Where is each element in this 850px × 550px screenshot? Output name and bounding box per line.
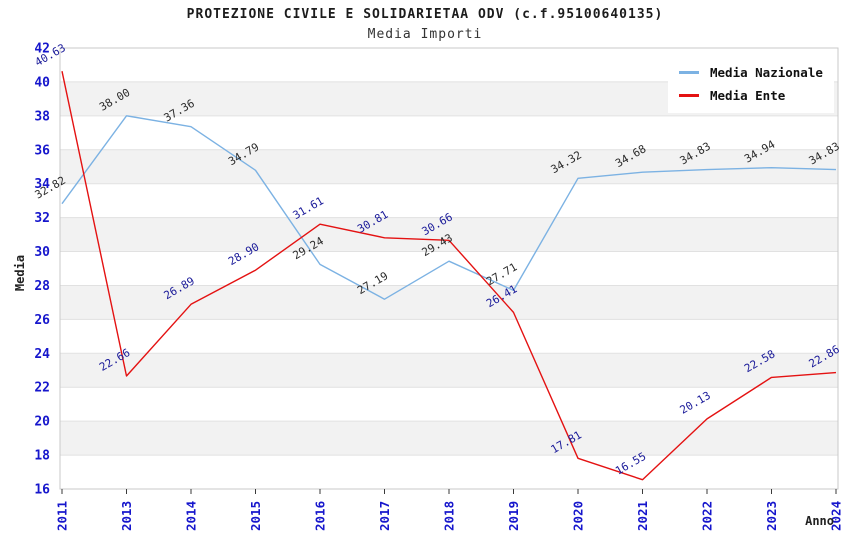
svg-text:24: 24 <box>34 347 50 362</box>
svg-text:2013: 2013 <box>119 501 134 531</box>
svg-text:18: 18 <box>34 449 50 464</box>
legend-label-media-ente: Media Ente <box>710 88 786 103</box>
svg-text:30: 30 <box>34 245 50 260</box>
svg-text:36: 36 <box>34 143 50 158</box>
chart-subtitle: Media Importi <box>367 27 483 42</box>
y-axis-title: Media <box>13 254 27 292</box>
svg-text:42: 42 <box>34 42 50 57</box>
legend-item-media-nazionale: Media Nazionale <box>679 65 823 80</box>
svg-text:2018: 2018 <box>442 501 457 531</box>
svg-text:2017: 2017 <box>377 501 392 531</box>
svg-text:2020: 2020 <box>571 501 586 531</box>
svg-text:2019: 2019 <box>506 501 521 531</box>
svg-text:26: 26 <box>34 313 50 328</box>
svg-text:2011: 2011 <box>55 501 70 531</box>
svg-text:28: 28 <box>34 279 50 294</box>
legend-item-media-ente: Media Ente <box>679 88 823 103</box>
svg-text:20.13: 20.13 <box>678 389 713 417</box>
svg-text:2024: 2024 <box>829 501 844 531</box>
svg-text:2022: 2022 <box>700 501 715 531</box>
svg-text:27.71: 27.71 <box>484 260 519 288</box>
media-ente-line-swatch <box>679 94 699 97</box>
chart-title: PROTEZIONE CIVILE E SOLIDARIETAA ODV (c.… <box>186 7 664 22</box>
svg-text:16: 16 <box>34 483 50 498</box>
x-axis-title: Anno <box>805 514 834 528</box>
svg-text:38: 38 <box>34 109 50 124</box>
svg-text:2016: 2016 <box>313 501 328 531</box>
legend-label-media-nazionale: Media Nazionale <box>710 65 823 80</box>
legend: Media Nazionale Media Ente <box>668 57 834 113</box>
svg-text:34: 34 <box>34 177 50 192</box>
svg-text:32: 32 <box>34 211 50 226</box>
svg-text:40: 40 <box>34 75 50 90</box>
media-nazionale-line-swatch <box>679 71 699 74</box>
svg-text:2015: 2015 <box>248 501 263 531</box>
svg-text:22: 22 <box>34 381 50 396</box>
svg-text:2023: 2023 <box>764 501 779 531</box>
svg-text:2021: 2021 <box>635 501 650 531</box>
svg-text:2014: 2014 <box>184 501 199 531</box>
svg-text:20: 20 <box>34 415 50 430</box>
